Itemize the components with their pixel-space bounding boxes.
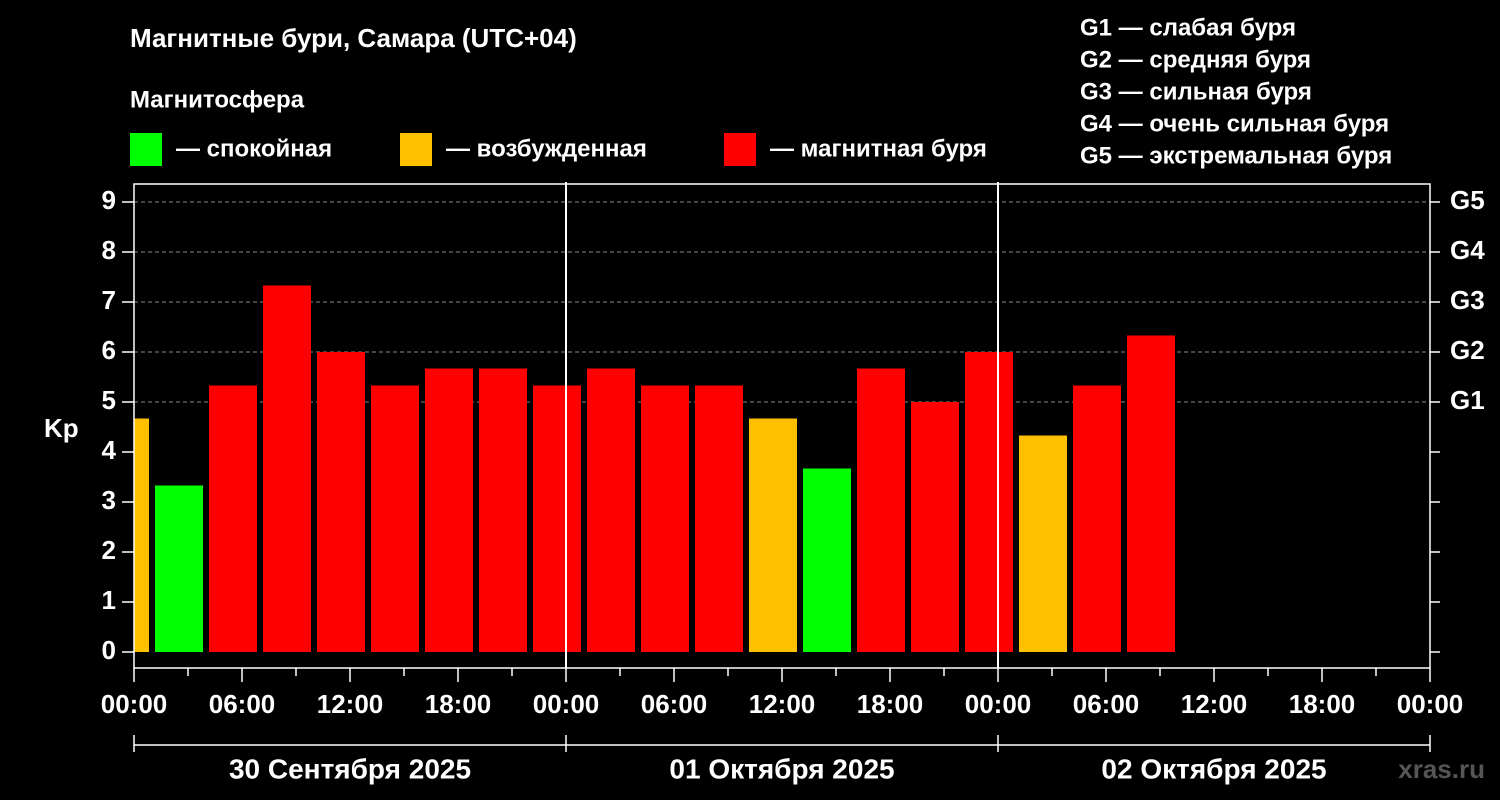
bar xyxy=(1019,435,1067,652)
day-label: 01 Октября 2025 xyxy=(669,753,894,784)
x-tick-label: 12:00 xyxy=(1181,689,1248,719)
bar xyxy=(911,402,959,652)
x-tick-label: 12:00 xyxy=(317,689,384,719)
y-tick-label: 3 xyxy=(102,485,116,515)
y-tick-label: 1 xyxy=(102,585,116,615)
y-axis-label: Kp xyxy=(44,413,79,443)
x-tick-label: 18:00 xyxy=(425,689,492,719)
x-tick-label: 12:00 xyxy=(749,689,816,719)
y-tick-label: 4 xyxy=(102,435,117,465)
bar xyxy=(155,485,203,652)
x-tick-label: 18:00 xyxy=(857,689,924,719)
x-tick-label: 00:00 xyxy=(1397,689,1464,719)
day-label: 02 Октября 2025 xyxy=(1101,753,1326,784)
y-tick-label: 7 xyxy=(102,285,116,315)
bar xyxy=(371,385,419,652)
legend-swatch xyxy=(130,133,162,166)
storm-scale-item: G5 — экстремальная буря xyxy=(1080,142,1392,169)
day-label: 30 Сентября 2025 xyxy=(229,753,471,784)
y2-tick-label: G1 xyxy=(1450,385,1485,415)
legend-swatch xyxy=(724,133,756,166)
y-tick-label: 2 xyxy=(102,535,116,565)
x-tick-label: 18:00 xyxy=(1289,689,1356,719)
x-tick-label: 00:00 xyxy=(965,689,1032,719)
y-tick-label: 8 xyxy=(102,235,116,265)
y2-tick-label: G2 xyxy=(1450,335,1485,365)
bar xyxy=(533,385,581,652)
bar xyxy=(1127,335,1175,652)
legend-label: — возбужденная xyxy=(446,135,647,162)
bar xyxy=(317,352,365,652)
storm-scale-item: G3 — сильная буря xyxy=(1080,78,1312,105)
bars xyxy=(134,285,1175,652)
legend-title: Магнитосфера xyxy=(130,86,305,113)
x-tick-label: 00:00 xyxy=(533,689,600,719)
bar xyxy=(1073,385,1121,652)
bar xyxy=(425,368,473,652)
bar xyxy=(263,285,311,652)
bar xyxy=(134,418,149,652)
storm-scale-item: G1 — слабая буря xyxy=(1080,14,1296,41)
x-tick-label: 06:00 xyxy=(641,689,708,719)
y-tick-label: 9 xyxy=(102,185,116,215)
x-tick-label: 00:00 xyxy=(101,689,168,719)
y-tick-label: 5 xyxy=(102,385,116,415)
storm-scale-item: G4 — очень сильная буря xyxy=(1080,110,1389,137)
y-tick-label: 6 xyxy=(102,335,116,365)
x-tick-label: 06:00 xyxy=(209,689,276,719)
bar xyxy=(749,418,797,652)
x-tick-label: 06:00 xyxy=(1073,689,1140,719)
bar xyxy=(695,385,743,652)
y2-tick-label: G4 xyxy=(1450,235,1485,265)
watermark: xras.ru xyxy=(1398,754,1485,784)
bar xyxy=(587,368,635,652)
legend-label: — спокойная xyxy=(176,135,332,162)
legend-swatch xyxy=(400,133,432,166)
bar xyxy=(209,385,257,652)
y2-tick-label: G5 xyxy=(1450,185,1485,215)
bar xyxy=(857,368,905,652)
bar xyxy=(965,352,1013,652)
bar xyxy=(641,385,689,652)
bar xyxy=(803,468,851,652)
chart-title: Магнитные бури, Самара (UTC+04) xyxy=(130,23,577,53)
storm-scale-item: G2 — средняя буря xyxy=(1080,46,1311,73)
legend-label: — магнитная буря xyxy=(770,135,987,162)
y2-tick-label: G3 xyxy=(1450,285,1485,315)
y-tick-label: 0 xyxy=(102,635,116,665)
bar xyxy=(479,368,527,652)
